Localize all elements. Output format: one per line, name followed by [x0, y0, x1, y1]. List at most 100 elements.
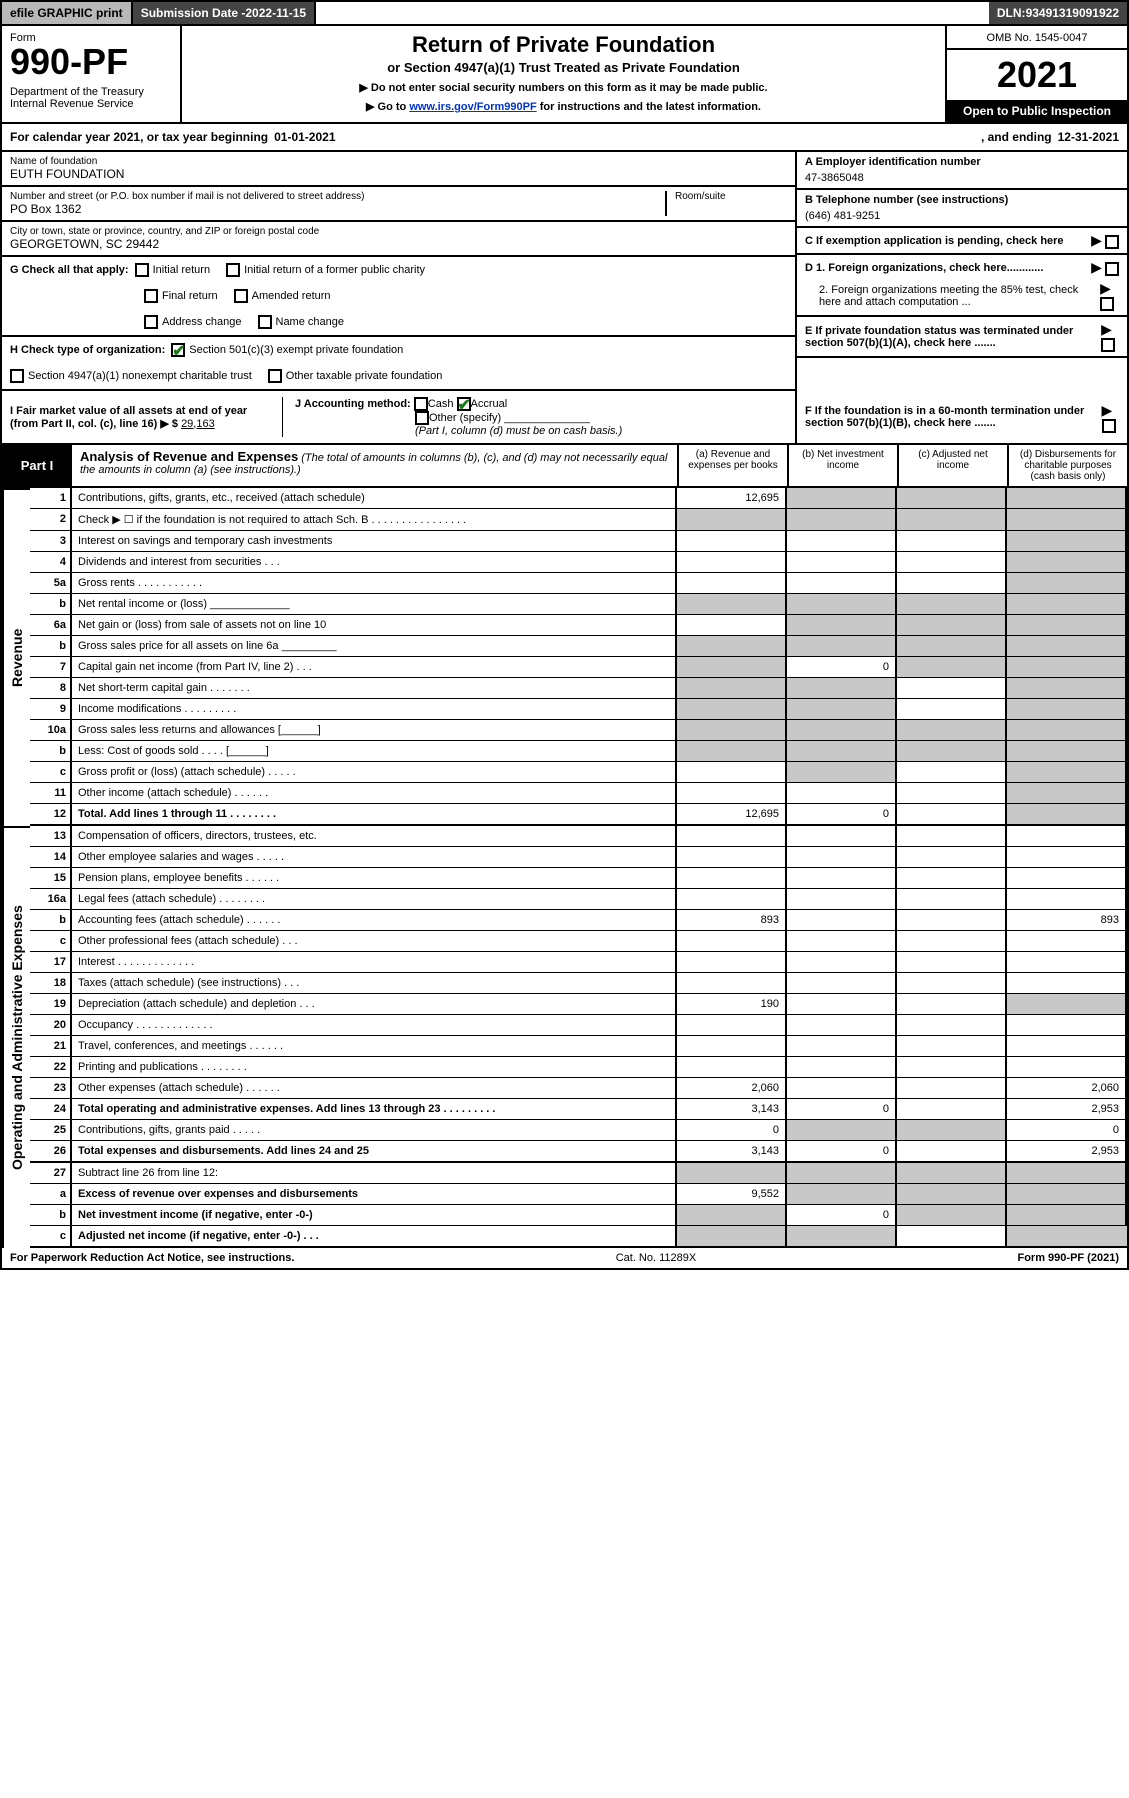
row-cell [677, 678, 787, 699]
part1-desc: Analysis of Revenue and Expenses (The to… [72, 445, 677, 486]
g-address-change[interactable]: Address change [144, 315, 242, 329]
note-link: ▶ Go to www.irs.gov/Form990PF for instru… [190, 100, 937, 113]
row-desc: Interest on savings and temporary cash i… [72, 531, 677, 552]
row-cell: 12,695 [677, 488, 787, 509]
row-cell [787, 931, 897, 952]
f-row: F If the foundation is in a 60-month ter… [797, 391, 1127, 445]
row-num: 9 [30, 699, 72, 720]
row-num: 10a [30, 720, 72, 741]
g-amended[interactable]: Amended return [234, 289, 331, 303]
row-cell [787, 1226, 897, 1248]
row-cell [1007, 804, 1127, 826]
room-label: Room/suite [675, 191, 787, 202]
j-other[interactable]: Other (specify) ______________ [415, 412, 590, 424]
j-accrual[interactable]: Accrual [457, 398, 508, 410]
row-num: b [30, 1205, 72, 1226]
row-cell: 0 [677, 1120, 787, 1141]
h-4947[interactable]: Section 4947(a)(1) nonexempt charitable … [10, 369, 252, 383]
f-checkbox[interactable] [1102, 419, 1116, 433]
row-cell [677, 762, 787, 783]
row-cell [897, 509, 1007, 531]
row-cell [787, 762, 897, 783]
row-cell [677, 1057, 787, 1078]
j-cash[interactable]: Cash [414, 398, 454, 410]
ein-label: A Employer identification number [805, 156, 1119, 168]
row-cell: 3,143 [677, 1141, 787, 1163]
row-cell [1007, 826, 1127, 847]
col-d-header: (d) Disbursements for charitable purpose… [1007, 445, 1127, 486]
row-cell [787, 1120, 897, 1141]
irs-link[interactable]: www.irs.gov/Form990PF [409, 101, 536, 113]
row-cell [677, 931, 787, 952]
row-cell [677, 552, 787, 573]
row-cell [1007, 552, 1127, 573]
row-cell: 2,060 [1007, 1078, 1127, 1099]
row-desc: Net rental income or (loss) ____________… [72, 594, 677, 615]
row-cell [897, 1015, 1007, 1036]
note-no-ssn: ▶ Do not enter social security numbers o… [190, 81, 937, 94]
row-cell [897, 847, 1007, 868]
address-row: Number and street (or P.O. box number if… [2, 187, 795, 222]
row-desc: Compensation of officers, directors, tru… [72, 826, 677, 847]
row-cell [1007, 1036, 1127, 1057]
ij-col: I Fair market value of all assets at end… [2, 391, 797, 445]
row-num: 21 [30, 1036, 72, 1057]
j-note: (Part I, column (d) must be on cash basi… [415, 425, 622, 437]
row-cell [1007, 994, 1127, 1015]
row-cell [897, 615, 1007, 636]
row-cell [897, 720, 1007, 741]
row-cell [1007, 1184, 1127, 1205]
row-cell [787, 509, 897, 531]
city-label: City or town, state or province, country… [10, 226, 787, 237]
row-cell [787, 910, 897, 931]
row-num: c [30, 1226, 72, 1248]
row-cell [897, 826, 1007, 847]
row-cell [897, 952, 1007, 973]
main-table: Revenue1Contributions, gifts, grants, et… [0, 488, 1129, 1248]
dln-label: DLN: [997, 6, 1026, 20]
row-cell [1007, 1015, 1127, 1036]
g-final-return[interactable]: Final return [144, 289, 218, 303]
row-cell [897, 1120, 1007, 1141]
open-inspection: Open to Public Inspection [947, 100, 1127, 122]
e-checkbox[interactable] [1101, 338, 1115, 352]
h-other-taxable[interactable]: Other taxable private foundation [268, 369, 443, 383]
col-c-header: (c) Adjusted net income [897, 445, 1007, 486]
row-cell [897, 531, 1007, 552]
row-cell [1007, 720, 1127, 741]
h-501c3[interactable]: Section 501(c)(3) exempt private foundat… [171, 343, 403, 357]
row-desc: Travel, conferences, and meetings . . . … [72, 1036, 677, 1057]
row-cell [1007, 1163, 1127, 1184]
row-cell: 0 [787, 657, 897, 678]
row-cell [787, 1036, 897, 1057]
phone-value: (646) 481-9251 [805, 210, 1119, 222]
d1-checkbox[interactable] [1105, 262, 1119, 276]
row-cell [1007, 636, 1127, 657]
col-a-header: (a) Revenue and expenses per books [677, 445, 787, 486]
row-cell [677, 594, 787, 615]
note2-pre: ▶ Go to [366, 101, 409, 113]
g-initial-return[interactable]: Initial return [135, 263, 210, 277]
efile-label[interactable]: efile GRAPHIC print [2, 2, 133, 24]
row-num: 13 [30, 826, 72, 847]
row-cell: 12,695 [677, 804, 787, 826]
row-cell: 893 [1007, 910, 1127, 931]
row-desc: Gross sales less returns and allowances … [72, 720, 677, 741]
row-cell [1007, 952, 1127, 973]
row-cell [677, 847, 787, 868]
foundation-name: EUTH FOUNDATION [10, 167, 787, 181]
row-cell [1007, 1205, 1127, 1226]
g-initial-former[interactable]: Initial return of a former public charit… [226, 263, 425, 277]
row-cell [677, 973, 787, 994]
row-cell [1007, 889, 1127, 910]
row-cell [787, 868, 897, 889]
footer: For Paperwork Reduction Act Notice, see … [0, 1248, 1129, 1270]
g-name-change[interactable]: Name change [258, 315, 345, 329]
foundation-name-row: Name of foundation EUTH FOUNDATION [2, 152, 795, 187]
info-grid: Name of foundation EUTH FOUNDATION Numbe… [0, 152, 1129, 391]
d2-checkbox[interactable] [1100, 297, 1114, 311]
c-checkbox[interactable] [1105, 235, 1119, 249]
row-num: 22 [30, 1057, 72, 1078]
row-desc: Depreciation (attach schedule) and deple… [72, 994, 677, 1015]
row-cell [787, 741, 897, 762]
